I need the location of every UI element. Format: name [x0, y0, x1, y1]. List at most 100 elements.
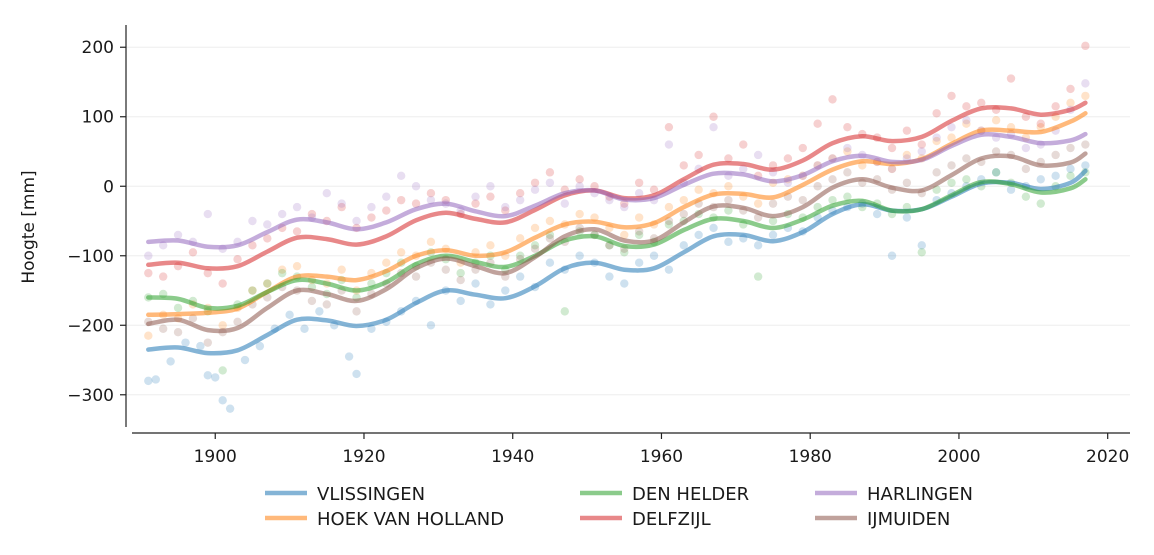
data-point	[634, 230, 644, 240]
data-point	[887, 143, 897, 153]
data-point	[486, 192, 495, 201]
data-point	[158, 324, 168, 333]
data-point	[173, 303, 183, 313]
data-point	[1021, 164, 1031, 174]
data-point	[248, 286, 257, 295]
data-point	[292, 202, 302, 212]
data-point	[1006, 74, 1016, 83]
data-point	[233, 317, 242, 326]
data-point	[240, 355, 250, 365]
data-point	[486, 241, 495, 250]
data-point	[991, 168, 1001, 177]
data-point	[352, 369, 361, 379]
data-point	[575, 251, 584, 260]
data-point	[724, 195, 733, 205]
data-point	[1051, 102, 1060, 111]
data-point	[887, 251, 897, 260]
data-point	[396, 195, 406, 205]
data-point	[530, 178, 540, 187]
data-point	[709, 112, 718, 121]
data-point	[664, 202, 674, 212]
data-point	[634, 213, 644, 222]
data-point	[263, 279, 272, 288]
data-point	[233, 255, 242, 264]
data-point	[515, 234, 525, 243]
axes: −300 −200 −100 0 100 200 1900 1920 1940 1960 1980 2…	[67, 25, 1130, 467]
data-point	[917, 248, 926, 257]
data-point	[828, 95, 837, 104]
data-point	[724, 206, 733, 215]
data-point	[664, 122, 674, 132]
data-point	[902, 178, 912, 187]
y-tick-label: 200	[82, 38, 114, 58]
data-point	[724, 182, 733, 191]
legend-label: HOEK VAN HOLLAND	[317, 509, 504, 530]
data-point	[144, 251, 153, 260]
points-harlingen	[144, 79, 1090, 260]
data-point	[203, 268, 213, 278]
data-point	[1006, 185, 1016, 194]
legend-label: IJMUIDEN	[867, 509, 950, 530]
data-point	[411, 272, 421, 281]
data-point	[664, 265, 674, 274]
data-point	[545, 216, 555, 226]
data-point	[1081, 91, 1090, 101]
data-point	[352, 216, 361, 226]
data-point	[887, 164, 897, 174]
data-point	[634, 227, 644, 236]
data-point	[768, 230, 778, 240]
data-point	[218, 321, 227, 330]
x-tick-label: 1940	[491, 447, 534, 467]
data-point	[962, 154, 971, 163]
data-point	[739, 164, 748, 174]
data-point	[1036, 119, 1045, 128]
data-point	[367, 213, 376, 222]
data-point	[1021, 143, 1031, 153]
data-point	[471, 279, 480, 288]
data-point	[694, 230, 703, 240]
data-point	[151, 375, 160, 384]
data-point	[292, 227, 302, 236]
y-tick-label: −200	[67, 316, 114, 336]
data-point	[515, 195, 525, 205]
data-point	[605, 272, 614, 281]
data-point	[441, 265, 450, 274]
x-tick-label: 1900	[194, 447, 237, 467]
data-point	[188, 248, 198, 257]
legend-label: DELFZIJL	[632, 509, 711, 530]
data-point	[768, 199, 778, 208]
data-point	[947, 91, 956, 101]
data-point	[411, 199, 421, 208]
data-point	[486, 182, 495, 191]
data-point	[932, 185, 941, 194]
data-point	[1081, 140, 1090, 149]
y-tick-label: 0	[103, 177, 114, 197]
data-point	[545, 234, 555, 243]
data-point	[947, 133, 956, 142]
data-point	[426, 195, 436, 205]
data-point	[322, 189, 331, 198]
data-point	[515, 189, 525, 198]
data-point	[248, 216, 257, 226]
trend-lines	[146, 100, 1088, 356]
data-point	[277, 209, 287, 219]
x-tick-label: 2000	[937, 447, 980, 467]
data-point	[828, 175, 837, 184]
data-point	[1036, 122, 1045, 132]
data-point	[352, 307, 361, 316]
data-point	[337, 202, 346, 212]
data-point	[471, 199, 480, 208]
data-point	[307, 296, 317, 306]
data-point	[709, 122, 718, 132]
legend: VLISSINGEN DEN HELDER HARLINGEN HOEK VAN HO…	[265, 484, 973, 530]
data-point	[1066, 98, 1075, 108]
data-point	[798, 195, 807, 205]
data-point	[991, 116, 1001, 125]
data-point	[144, 268, 153, 278]
data-point	[248, 286, 257, 295]
data-point	[753, 272, 763, 281]
legend-label: VLISSINGEN	[317, 484, 425, 505]
data-point	[515, 251, 525, 260]
data-point	[843, 143, 852, 153]
data-point	[962, 175, 971, 184]
